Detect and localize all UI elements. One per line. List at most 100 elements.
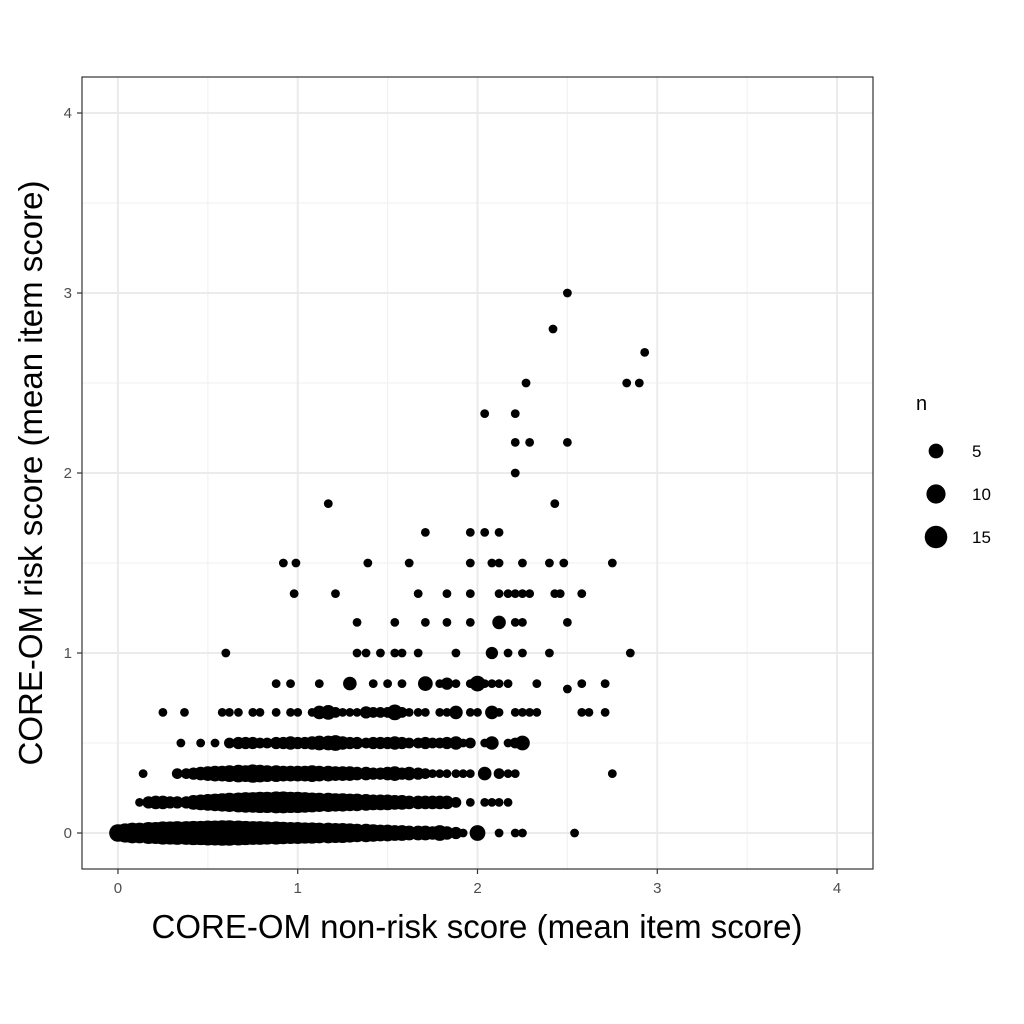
data-point	[323, 499, 333, 508]
data-point	[465, 769, 475, 778]
data-point	[171, 796, 184, 809]
data-point	[271, 679, 281, 688]
data-point	[480, 798, 490, 807]
data-point	[330, 707, 341, 718]
data-point	[271, 708, 281, 717]
data-point	[494, 679, 504, 688]
data-point	[515, 735, 530, 751]
data-point	[417, 676, 433, 691]
data-point	[440, 826, 454, 840]
data-point	[138, 769, 148, 778]
data-point	[224, 737, 235, 749]
data-point	[404, 708, 414, 717]
x-axis-ticks: 0 1 2 3 4	[114, 869, 841, 897]
data-point	[451, 648, 461, 658]
data-point	[390, 618, 400, 627]
data-point	[494, 528, 504, 537]
data-point	[449, 736, 463, 750]
data-point	[397, 679, 407, 688]
x-tick-label: 3	[653, 880, 661, 897]
data-point	[450, 797, 462, 808]
data-point	[451, 769, 461, 778]
data-point	[176, 738, 186, 748]
data-point	[428, 769, 437, 778]
legend-key-15	[924, 525, 948, 549]
data-point	[640, 348, 650, 357]
data-point	[350, 736, 364, 750]
data-point	[449, 705, 463, 720]
data-point	[577, 708, 587, 717]
data-point	[361, 648, 371, 658]
data-point	[494, 589, 504, 598]
data-point	[464, 737, 476, 749]
data-point	[518, 648, 527, 658]
x-tick-label: 1	[294, 880, 302, 897]
data-point	[634, 378, 644, 388]
y-tick-label: 1	[64, 645, 72, 662]
data-point	[510, 708, 520, 717]
data-point	[440, 795, 454, 810]
data-point	[442, 589, 452, 598]
data-point	[451, 679, 461, 688]
data-point	[413, 648, 423, 658]
data-point	[545, 648, 554, 658]
data-point	[413, 589, 423, 598]
data-point	[435, 769, 445, 778]
data-point	[363, 558, 373, 568]
data-point	[293, 708, 303, 717]
y-tick-label: 4	[64, 105, 72, 122]
data-point	[440, 677, 454, 690]
data-point	[261, 737, 273, 749]
y-axis-title: CORE-OM risk score (mean item score)	[12, 181, 49, 766]
data-point	[234, 708, 243, 717]
data-point	[503, 648, 513, 658]
data-point	[600, 679, 610, 688]
data-point	[403, 737, 415, 749]
data-point	[465, 558, 475, 568]
data-point	[503, 679, 513, 688]
data-point	[480, 528, 490, 537]
data-point	[289, 589, 299, 598]
data-point	[286, 708, 295, 717]
data-point	[343, 676, 357, 691]
data-point	[180, 708, 189, 717]
data-point	[420, 528, 430, 537]
data-point	[171, 768, 183, 779]
data-point	[221, 648, 231, 658]
data-point	[278, 558, 288, 568]
legend-label-5: 5	[972, 442, 981, 461]
data-point	[477, 766, 492, 781]
data-point	[442, 769, 452, 778]
data-point	[286, 679, 295, 688]
data-point	[352, 618, 362, 627]
x-tick-label: 4	[833, 880, 841, 897]
data-point	[255, 708, 265, 717]
data-point	[545, 558, 554, 568]
data-point	[562, 288, 572, 298]
data-point	[550, 499, 560, 508]
data-point	[518, 828, 527, 838]
data-point	[518, 618, 527, 627]
data-point	[555, 589, 565, 598]
data-point	[503, 589, 513, 598]
data-point	[492, 615, 506, 630]
data-point	[503, 738, 513, 748]
data-point	[494, 798, 504, 807]
x-tick-label: 2	[473, 880, 481, 897]
data-point	[559, 558, 569, 568]
data-point	[352, 648, 362, 658]
legend-title: n	[916, 393, 927, 415]
y-tick-label: 2	[64, 465, 72, 482]
data-point	[469, 825, 486, 841]
data-point	[458, 828, 468, 838]
data-point	[485, 736, 499, 750]
data-point	[419, 768, 431, 779]
data-point	[480, 679, 490, 688]
data-point	[584, 708, 594, 717]
data-point	[196, 738, 206, 748]
data-point	[225, 708, 234, 717]
data-point	[396, 707, 408, 718]
data-point	[577, 589, 587, 598]
data-point	[532, 708, 542, 717]
